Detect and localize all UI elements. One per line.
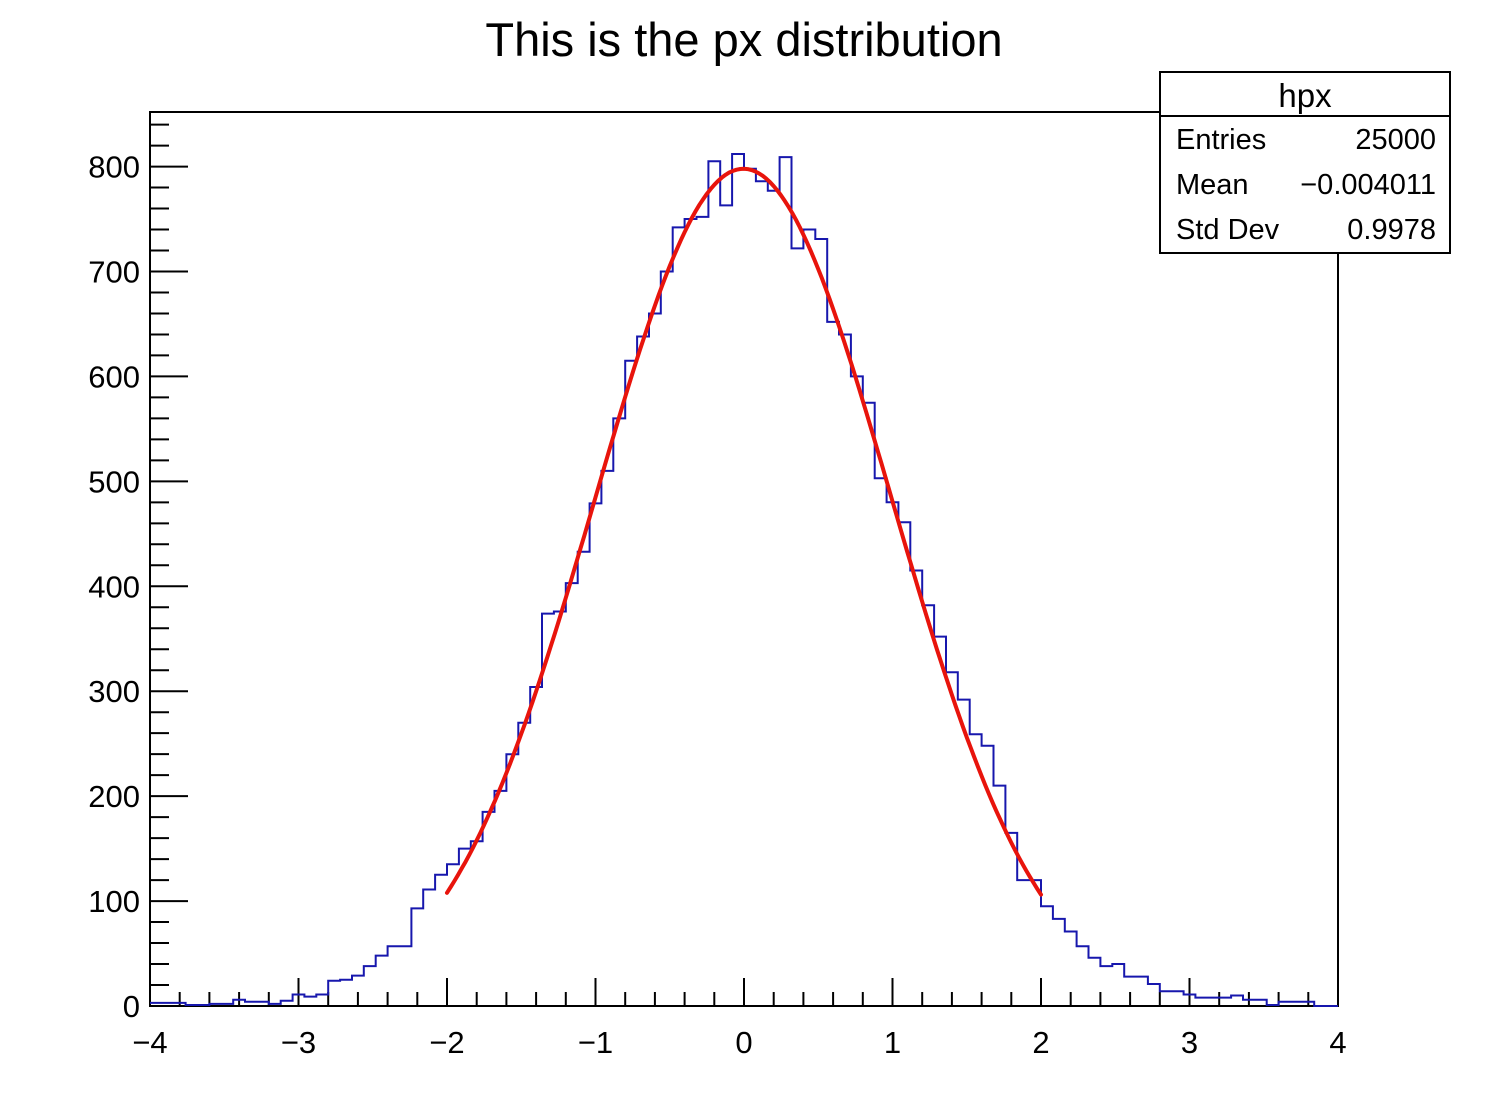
stats-stddev-value: 0.9978 — [1347, 214, 1436, 246]
x-tick-label: 3 — [1181, 1025, 1198, 1060]
stats-box-title: hpx — [1278, 77, 1332, 114]
y-tick-label: 800 — [88, 150, 140, 185]
y-tick-label: 0 — [123, 989, 140, 1024]
y-tick-label: 100 — [88, 884, 140, 919]
chart-title: This is the px distribution — [485, 13, 1002, 66]
y-tick-label: 400 — [88, 569, 140, 604]
x-tick-label: −4 — [132, 1025, 167, 1060]
stats-box: hpx Entries 25000 Mean −0.004011 Std Dev… — [1159, 71, 1451, 254]
y-tick-label: 500 — [88, 464, 140, 499]
stats-mean-value: −0.004011 — [1300, 169, 1436, 201]
x-tick-label: 1 — [884, 1025, 901, 1060]
x-tick-label: 2 — [1032, 1025, 1049, 1060]
fit-curve — [445, 166, 1043, 897]
x-tick-label: 4 — [1329, 1025, 1346, 1060]
histogram-line — [150, 153, 1338, 1007]
x-tick-label: 0 — [735, 1025, 752, 1060]
stats-box-border — [1159, 71, 1451, 254]
stats-entries-value: 25000 — [1355, 124, 1436, 156]
y-tick-label: 700 — [88, 254, 140, 289]
plot-area: −4 −3 −2 −1 0 1 2 3 4 0 100 200 300 400 500 600 700 800 — [88, 111, 1347, 1060]
y-tick-label: 300 — [88, 674, 140, 709]
stats-mean-label: Mean — [1176, 169, 1249, 201]
x-tick-label: −1 — [578, 1025, 613, 1060]
x-tick-label: −3 — [281, 1025, 316, 1060]
y-tick-label: 600 — [88, 359, 140, 394]
stats-entries-label: Entries — [1176, 124, 1266, 156]
y-tick-label: 200 — [88, 779, 140, 814]
x-tick-label: −2 — [429, 1025, 464, 1060]
stats-stddev-label: Std Dev — [1176, 214, 1280, 246]
